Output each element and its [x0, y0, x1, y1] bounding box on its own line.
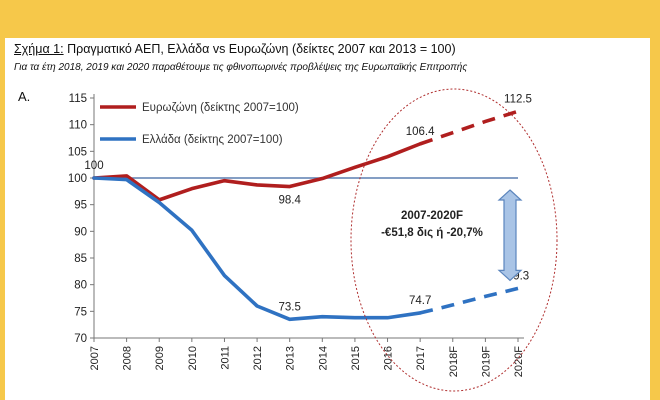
annotation-line-2: -€51,8 δις ή -20,7% — [381, 227, 483, 239]
x-tick-label: 2012 — [252, 346, 264, 370]
data-label: 73.5 — [278, 301, 300, 313]
series-forecast-line-eurozone — [419, 109, 519, 146]
y-tick-label: 105 — [68, 146, 87, 158]
data-label: 74.7 — [409, 295, 431, 307]
x-tick-label: 2007 — [89, 346, 101, 370]
x-tick-label: 2013 — [285, 346, 297, 370]
difference-arrow — [497, 189, 523, 282]
chart-subtitle: Για τα έτη 2018, 2019 και 2020 παραθέτου… — [14, 62, 468, 73]
chart-title: Σχήμα 1: Πραγματικό ΑΕΠ, Ελλάδα vs Ευρωζ… — [14, 42, 456, 56]
y-tick-label: 75 — [74, 306, 87, 318]
figure-label: Σχήμα 1: — [14, 42, 64, 56]
y-tick-label: 100 — [68, 173, 87, 185]
x-tick-label: 2019F — [480, 346, 492, 377]
series-line-eurozone — [92, 142, 422, 202]
x-tick-label: 2009 — [154, 346, 166, 370]
x-tick-label: 2016 — [383, 346, 395, 370]
x-tick-label: 2014 — [317, 346, 329, 370]
y-tick-label: 95 — [74, 200, 87, 212]
x-tick-label: 2018F — [448, 346, 460, 377]
x-tick-label: 2017 — [415, 346, 427, 370]
data-label: 106.4 — [406, 126, 435, 138]
y-tick-label: 115 — [69, 93, 87, 105]
data-label: 112.5 — [504, 93, 532, 105]
data-label: 100 — [84, 160, 103, 172]
data-label: 98.4 — [278, 195, 301, 207]
series-line-greece — [92, 176, 422, 322]
y-tick-label: 85 — [74, 253, 87, 265]
x-tick-label: 2020F — [513, 346, 525, 377]
x-tick-label: 2008 — [122, 346, 134, 370]
y-tick-label: 70 — [74, 333, 87, 345]
legend-label-greece: Ελλάδα (δείκτης 2007=100) — [142, 134, 283, 146]
annotation-line-1: 2007-2020F — [401, 210, 463, 222]
x-tick-label: 2015 — [350, 346, 362, 370]
legend-label-eurozone: Ευρωζώνη (δείκτης 2007=100) — [142, 102, 299, 114]
highlight-circle — [350, 88, 558, 392]
series-forecast-line-greece — [419, 286, 519, 315]
y-tick-label: 90 — [74, 226, 87, 238]
y-tick-label: 110 — [69, 120, 87, 132]
title-text: Πραγματικό ΑΕΠ, Ελλάδα vs Ευρωζώνη (δείκ… — [67, 42, 456, 56]
panel-label: A. — [18, 89, 30, 104]
y-tick-label: 80 — [74, 280, 87, 292]
x-tick-label: 2011 — [219, 346, 231, 370]
chart-panel — [5, 38, 650, 400]
x-tick-label: 2010 — [187, 346, 199, 370]
